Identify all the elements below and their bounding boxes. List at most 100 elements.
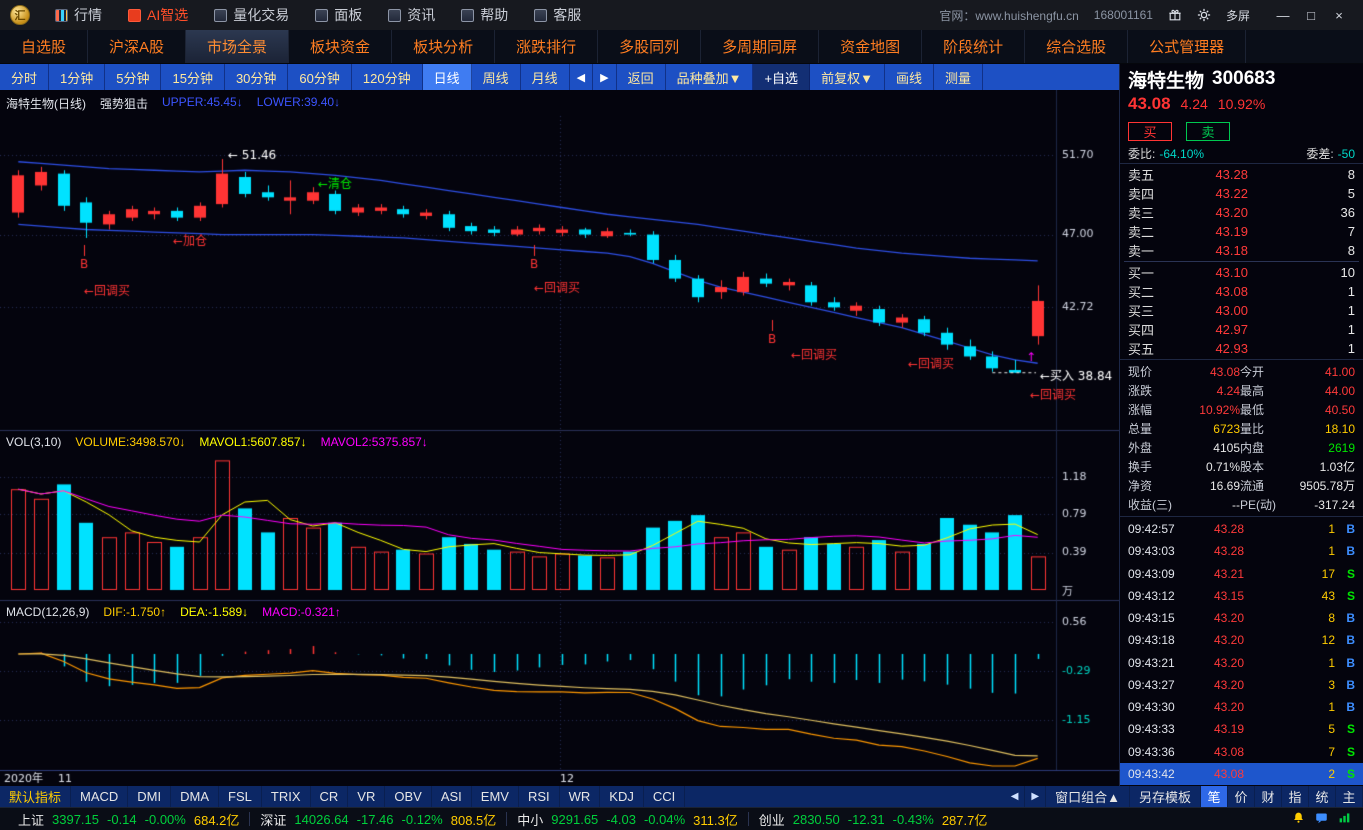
index-group-1[interactable]: 深证 14026.64 -17.46 -0.12% 808.5亿 bbox=[250, 810, 506, 829]
top-menu-item-0[interactable]: 行情 bbox=[42, 0, 115, 30]
notification-bell-icon[interactable] bbox=[1292, 811, 1305, 827]
main-tab-4[interactable]: 板块分析 bbox=[392, 30, 496, 63]
tick-row[interactable]: 09:43:15 43.20 8 B bbox=[1120, 607, 1363, 629]
bid-row[interactable]: 买一 43.10 10 bbox=[1120, 263, 1363, 282]
main-tab-9[interactable]: 阶段统计 bbox=[922, 30, 1026, 63]
indicator-kdj-button[interactable]: KDJ bbox=[600, 786, 644, 807]
main-tab-0[interactable]: 自选股 bbox=[0, 30, 89, 63]
maximize-button[interactable]: □ bbox=[1297, 3, 1325, 27]
main-tab-7[interactable]: 多周期同屏 bbox=[701, 30, 820, 63]
settings-gear-icon[interactable] bbox=[1197, 8, 1211, 22]
indicator-prev-button[interactable]: ◀ bbox=[1005, 786, 1026, 807]
index-group-2[interactable]: 中小 9291.65 -4.03 -0.04% 311.3亿 bbox=[507, 810, 747, 829]
top-menu-item-1[interactable]: AI智选 bbox=[115, 0, 201, 30]
indicator-obv-button[interactable]: OBV bbox=[385, 786, 432, 807]
gift-icon[interactable] bbox=[1168, 8, 1182, 22]
sell-button[interactable]: 卖 bbox=[1186, 121, 1230, 141]
indicator-dmi-button[interactable]: DMI bbox=[128, 786, 172, 807]
top-menu-item-5[interactable]: 帮助 bbox=[448, 0, 521, 30]
bid-row[interactable]: 买二 43.08 1 bbox=[1120, 282, 1363, 301]
period-tab-8[interactable]: 周线 bbox=[472, 64, 521, 90]
indicator-wr-button[interactable]: WR bbox=[560, 786, 601, 807]
main-tab-11[interactable]: 公式管理器 bbox=[1128, 30, 1247, 63]
tick-row[interactable]: 09:43:30 43.20 1 B bbox=[1120, 696, 1363, 718]
indicator-dma-button[interactable]: DMA bbox=[171, 786, 220, 807]
back-button[interactable]: 返回 bbox=[617, 64, 666, 90]
indicator-rsi-button[interactable]: RSI bbox=[519, 786, 560, 807]
main-tab-1[interactable]: 沪深A股 bbox=[88, 30, 187, 63]
indicator-next-button[interactable]: ▶ bbox=[1025, 786, 1047, 807]
period-tab-2[interactable]: 5分钟 bbox=[105, 64, 162, 90]
mode-button-0[interactable]: 笔 bbox=[1201, 786, 1228, 807]
indicator-asi-button[interactable]: ASI bbox=[432, 786, 472, 807]
main-tab-6[interactable]: 多股同列 bbox=[598, 30, 702, 63]
adjust-mode-button[interactable]: 前复权▼ bbox=[810, 64, 885, 90]
period-tab-7[interactable]: 日线 bbox=[422, 64, 472, 90]
mode-button-3[interactable]: 指 bbox=[1282, 786, 1309, 807]
mode-button-1[interactable]: 价 bbox=[1228, 786, 1255, 807]
main-tab-8[interactable]: 资金地图 bbox=[819, 30, 923, 63]
draw-line-button[interactable]: 画线 bbox=[885, 64, 934, 90]
top-menu-item-3[interactable]: 面板 bbox=[302, 0, 375, 30]
main-tab-3[interactable]: 板块资金 bbox=[289, 30, 393, 63]
add-watchlist-button[interactable]: +自选 bbox=[753, 64, 811, 90]
indicator-vr-button[interactable]: VR bbox=[348, 786, 386, 807]
bid-row[interactable]: 买四 42.97 1 bbox=[1120, 320, 1363, 339]
period-tab-4[interactable]: 30分钟 bbox=[225, 64, 289, 90]
main-tab-5[interactable]: 涨跌排行 bbox=[495, 30, 599, 63]
mode-button-2[interactable]: 财 bbox=[1255, 786, 1282, 807]
indicator-preset-button[interactable]: 默认指标 bbox=[0, 786, 72, 807]
tick-row[interactable]: 09:43:27 43.20 3 B bbox=[1120, 674, 1363, 696]
save-template-button[interactable]: 另存模板 bbox=[1130, 786, 1201, 807]
overlay-symbol-button[interactable]: 品种叠加▼ bbox=[666, 64, 754, 90]
ask-row[interactable]: 卖四 43.22 5 bbox=[1120, 184, 1363, 203]
message-icon[interactable] bbox=[1315, 811, 1328, 827]
tick-row[interactable]: 09:43:21 43.20 1 B bbox=[1120, 652, 1363, 674]
period-tab-6[interactable]: 120分钟 bbox=[352, 64, 423, 90]
period-tab-5[interactable]: 60分钟 bbox=[288, 64, 352, 90]
top-menu-item-2[interactable]: 量化交易 bbox=[201, 0, 302, 30]
connection-status-icon[interactable] bbox=[1338, 811, 1351, 827]
indicator-macd-button[interactable]: MACD bbox=[71, 786, 129, 807]
tick-row[interactable]: 09:43:36 43.08 7 S bbox=[1120, 741, 1363, 763]
indicator-emv-button[interactable]: EMV bbox=[472, 786, 519, 807]
ask-row[interactable]: 卖二 43.19 7 bbox=[1120, 222, 1363, 241]
period-tab-0[interactable]: 分时 bbox=[0, 64, 50, 90]
top-menu-item-4[interactable]: 资讯 bbox=[375, 0, 448, 30]
indicator-fsl-button[interactable]: FSL bbox=[219, 786, 262, 807]
main-tab-2[interactable]: 市场全景 bbox=[186, 30, 290, 63]
close-button[interactable]: × bbox=[1325, 3, 1353, 27]
minimize-button[interactable]: — bbox=[1269, 3, 1297, 27]
official-website-link[interactable]: 官网：www.huishengfu.cn bbox=[939, 8, 1079, 23]
bid-row[interactable]: 买三 43.00 1 bbox=[1120, 301, 1363, 320]
top-menu-item-6[interactable]: 客服 bbox=[521, 0, 594, 30]
ask-row[interactable]: 卖一 43.18 8 bbox=[1120, 241, 1363, 260]
main-tab-10[interactable]: 综合选股 bbox=[1025, 30, 1129, 63]
tick-row[interactable]: 09:42:57 43.28 1 B bbox=[1120, 518, 1363, 540]
period-tab-1[interactable]: 1分钟 bbox=[49, 64, 106, 90]
period-tab-3[interactable]: 15分钟 bbox=[161, 64, 225, 90]
mode-button-4[interactable]: 统 bbox=[1309, 786, 1336, 807]
indicator-trix-button[interactable]: TRIX bbox=[262, 786, 311, 807]
chart-prev-button[interactable]: ◀ bbox=[570, 64, 594, 90]
chart-next-button[interactable]: ▶ bbox=[593, 64, 617, 90]
tick-row[interactable]: 09:43:42 43.08 2 S bbox=[1120, 762, 1363, 785]
measure-button[interactable]: 测量 bbox=[934, 64, 983, 90]
tick-row[interactable]: 09:43:12 43.15 43 S bbox=[1120, 585, 1363, 607]
index-group-3[interactable]: 创业 2830.50 -12.31 -0.43% 287.7亿 bbox=[749, 810, 998, 829]
ask-row[interactable]: 卖五 43.28 8 bbox=[1120, 165, 1363, 184]
mode-button-5[interactable]: 主 bbox=[1336, 786, 1363, 807]
ask-row[interactable]: 卖三 43.20 36 bbox=[1120, 203, 1363, 222]
tick-row[interactable]: 09:43:03 43.28 1 B bbox=[1120, 540, 1363, 562]
period-tab-9[interactable]: 月线 bbox=[521, 64, 570, 90]
index-group-0[interactable]: 上证 3397.15 -0.14 -0.00% 684.2亿 bbox=[8, 810, 249, 829]
indicator-cr-button[interactable]: CR bbox=[311, 786, 349, 807]
indicator-cci-button[interactable]: CCI bbox=[644, 786, 686, 807]
bid-row[interactable]: 买五 42.93 1 bbox=[1120, 339, 1363, 358]
stock-chart-canvas[interactable] bbox=[0, 90, 1119, 786]
buy-button[interactable]: 买 bbox=[1128, 121, 1172, 141]
tick-row[interactable]: 09:43:33 43.19 5 S bbox=[1120, 718, 1363, 740]
window-combo-button[interactable]: 窗口组合▲ bbox=[1046, 786, 1130, 807]
tick-row[interactable]: 09:43:18 43.20 12 B bbox=[1120, 629, 1363, 651]
multi-screen-button[interactable]: 多屏 bbox=[1225, 8, 1250, 23]
